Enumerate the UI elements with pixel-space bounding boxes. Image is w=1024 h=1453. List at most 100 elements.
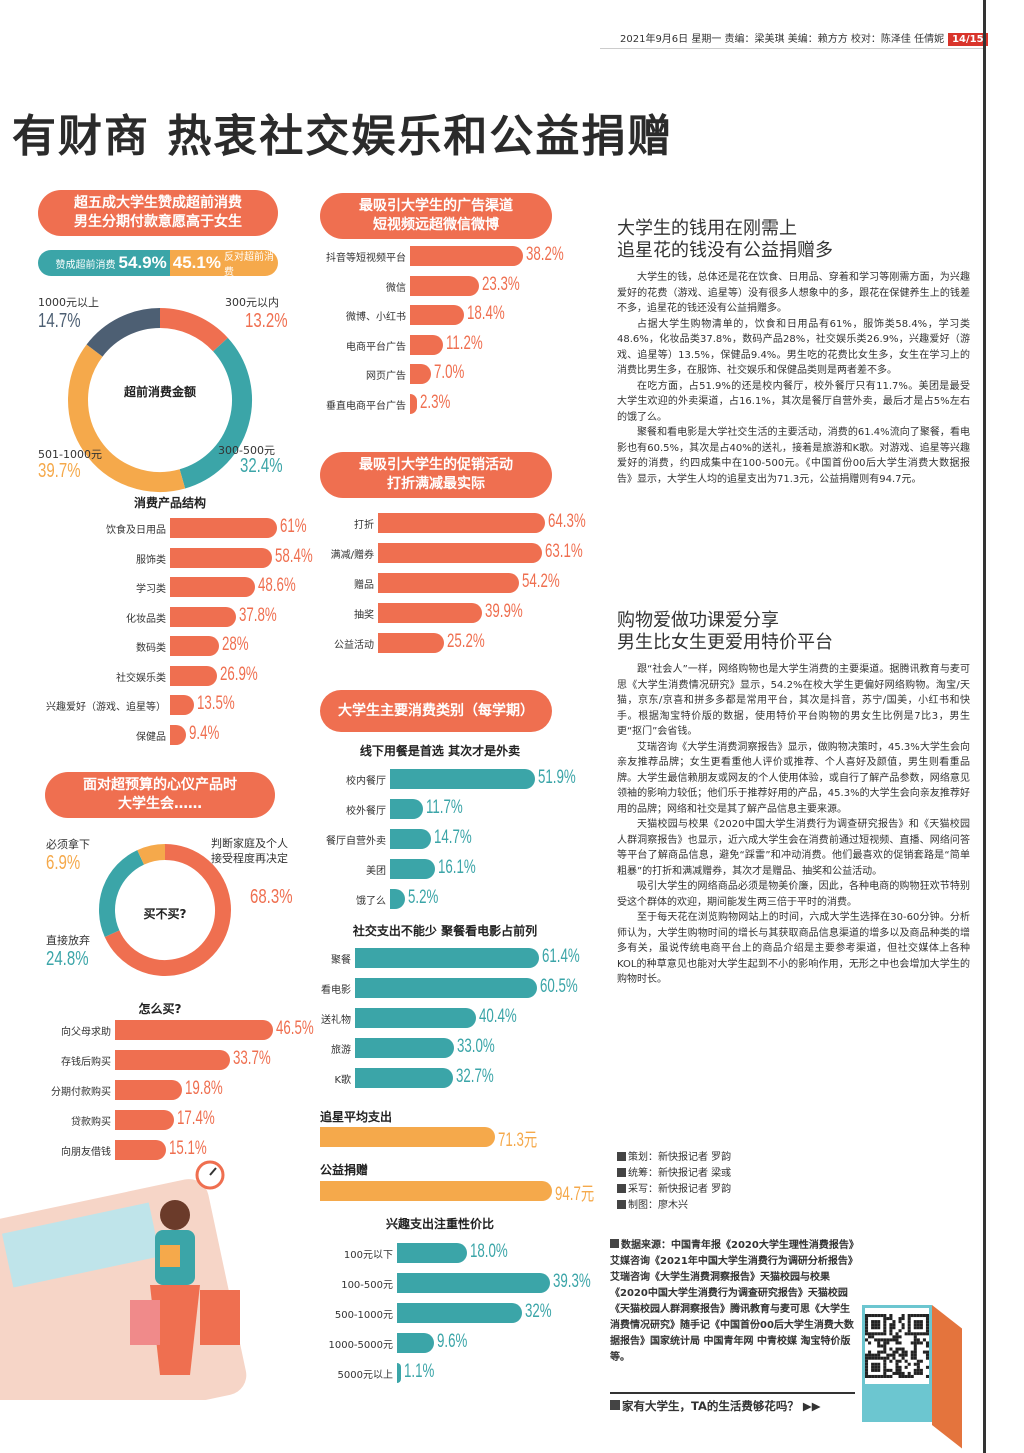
article-1-title-line1: 大学生的钱用在刚需上: [617, 218, 797, 239]
advance-amount-donut: [68, 308, 252, 492]
bar-category-label: 1000-5000元: [328, 1340, 393, 1351]
bar-value-label: 48.6%: [258, 575, 296, 596]
donut-slice: [99, 850, 145, 937]
bar-row: 兴趣爱好（游戏、追星等） 13.5%: [30, 693, 280, 715]
bar-category-label: 聚餐: [331, 955, 351, 966]
bar: [170, 577, 256, 597]
bar-value-label: 16.1%: [438, 857, 476, 878]
qr-cube-side: [932, 1305, 962, 1449]
hobby-spending-title: 兴趣支出注重性价比: [385, 1217, 494, 1231]
bar-category-label: 数码类: [136, 643, 166, 654]
bar-row: 100元以下 18.0%: [300, 1241, 580, 1263]
bar-row: 送礼物 40.4%: [300, 1006, 580, 1028]
bar-category-label: 送礼物: [321, 1015, 351, 1026]
bar-category-label: 微信: [386, 282, 406, 294]
related-article-link[interactable]: 家有大学生，TA的生活费够花吗？ ▶▶: [610, 1392, 855, 1414]
bar-value-label: 11.7%: [425, 797, 463, 818]
bar-value-label: 40.4%: [479, 1006, 517, 1027]
bar: [397, 1333, 435, 1353]
bar-value-label: 33.0%: [457, 1036, 495, 1057]
donut2-label-decide: 判断家庭及个人接受程度再决定: [211, 837, 288, 865]
bar-value-label: 9.6%: [437, 1331, 468, 1352]
bar: [397, 1363, 402, 1383]
bar-category-label: 餐厅自营外卖: [326, 836, 386, 847]
bar-category-label: 兴趣爱好（游戏、追星等）: [46, 702, 166, 713]
article-2-paragraph: 至于每天花在浏览购物网站上的时间，六成大学生选择在30-60分钟。分析师认为，大…: [617, 912, 970, 985]
bar: [355, 978, 537, 998]
bar-category-label: 满减/赠券: [330, 550, 374, 561]
date-editor-line: 2021年9月6日 星期一 责编：梁美琪 美编：赖方方 校对：陈泽佳 任倩妮: [620, 34, 945, 45]
article-2-title-line1: 购物爱做功课爱分享: [617, 610, 779, 631]
bar-row: 分期付款购买 19.8%: [30, 1078, 290, 1100]
promotions-title: 最吸引大学生的促销活动 打折满减最实际: [320, 452, 552, 498]
bar-row: 公益活动 25.2%: [300, 631, 580, 653]
bar: [390, 829, 432, 849]
oppose-label: 反对超前消费: [223, 252, 274, 276]
bar-value-label: 15.1%: [169, 1138, 208, 1159]
bar-row: 服饰类 58.4%: [30, 546, 313, 568]
donut-slice: [159, 308, 228, 352]
bar-row: 餐厅自营外卖 14.7%: [300, 827, 580, 849]
over-budget-donut: [99, 844, 231, 976]
bar-category-label: 打折: [354, 520, 374, 531]
bar-category-label: 电商平台广告: [346, 341, 406, 353]
bar-value-label: 32.7%: [456, 1066, 494, 1087]
page-number-badge: 14/15: [948, 33, 988, 46]
bar-row: 500-1000元 32%: [300, 1301, 580, 1323]
person-head: [160, 1200, 190, 1230]
article-1-title: 大学生的钱用在刚需上 追星花的钱没有公益捐赠多: [617, 218, 970, 262]
bar-category-label: 抽奖: [354, 610, 374, 621]
bar-value-label: 9.4%: [189, 722, 220, 744]
bar-row: 100-500元 39.3%: [300, 1271, 591, 1293]
bar-value-label: 71.3元: [497, 1130, 537, 1151]
bar: [170, 518, 277, 538]
shopping-bag-icon: [130, 1300, 160, 1345]
bar: [170, 547, 273, 568]
data-source: 数据来源：中国青年报《2020大学生理性消费报告》艾媒咨询《2021年中国大学生…: [610, 1238, 855, 1366]
donut2-label-must-buy: 必须拿下: [46, 838, 90, 851]
agree-value: 54.9%: [118, 253, 167, 272]
bar: [115, 1050, 230, 1070]
bar-category-label: 存钱后购买: [61, 1057, 111, 1068]
bar-category-label: K歌: [334, 1075, 351, 1086]
bar-category-label: 500-1000元: [334, 1310, 393, 1321]
donut2-value-decide: 68.3%: [250, 886, 293, 908]
bar-row: 满减/赠券 63.1%: [300, 541, 583, 563]
gift-box-icon: [160, 1245, 180, 1267]
bar: [170, 724, 187, 745]
bar-category-label: 校内餐厅: [346, 776, 386, 787]
main-categories-title: 大学生主要消费类别（每学期）: [320, 690, 552, 732]
ad-channels-title-line1: 最吸引大学生的广告渠道: [359, 198, 513, 214]
article-1-paragraph: 占据大学生购物清单的，饮食和日用品有61%，服饰类58.4%，学习类48.6%，…: [617, 318, 970, 377]
person-skirt: [150, 1285, 200, 1375]
bar-category-label: 社交娱乐类: [116, 672, 166, 684]
credit-line: 统筹：新快报记者 梁彧: [617, 1166, 731, 1182]
qr-code-icon[interactable]: [862, 1305, 932, 1387]
donut1-label-501-1000: 501-1000元: [38, 448, 102, 461]
bar-value-label: 23.3%: [481, 273, 520, 295]
bar-category-label: 饮食及日用品: [106, 525, 166, 536]
bar: [390, 769, 536, 789]
bar-category-label: 校外餐厅: [346, 806, 386, 817]
bar-row: 旅游 33.0%: [300, 1036, 580, 1058]
product-structure-title: 消费产品结构: [133, 496, 206, 510]
bar-category-label: 赠品: [354, 580, 374, 591]
bar: [320, 1127, 495, 1147]
oppose-segment: 45.1% 反对超前消费: [169, 250, 278, 276]
article-2-paragraph: 艾瑞咨询《大学生消费洞察报告》显示，做购物决策时，45.3%大学生会向亲友推荐品…: [617, 741, 970, 815]
donut-slice: [179, 337, 252, 489]
article-1: 大学生的钱用在刚需上 追星花的钱没有公益捐赠多 大学生的钱，总体还是花在饮食、日用…: [617, 218, 970, 487]
donut-slice: [137, 844, 166, 865]
bar-value-label: 13.5%: [196, 693, 235, 714]
donut1-value-300: 13.2%: [245, 310, 288, 332]
bar-value-label: 39.3%: [553, 1271, 591, 1292]
bar-value-label: 61%: [279, 516, 307, 537]
bar-category-label: 垂直电商平台广告: [326, 400, 406, 412]
bar-category-label: 向父母求助: [61, 1027, 111, 1038]
bar: [355, 948, 540, 968]
article-1-paragraph: 聚餐和看电影是大学社交生活的主要活动，消费的61.4%流向了聚餐，看电影也有60…: [617, 427, 970, 485]
bar-row: 美团 16.1%: [300, 857, 580, 879]
bar: [397, 1243, 468, 1263]
bar-value-label: 39.9%: [484, 601, 523, 622]
bar-category-label: 分期付款购买: [51, 1087, 111, 1098]
